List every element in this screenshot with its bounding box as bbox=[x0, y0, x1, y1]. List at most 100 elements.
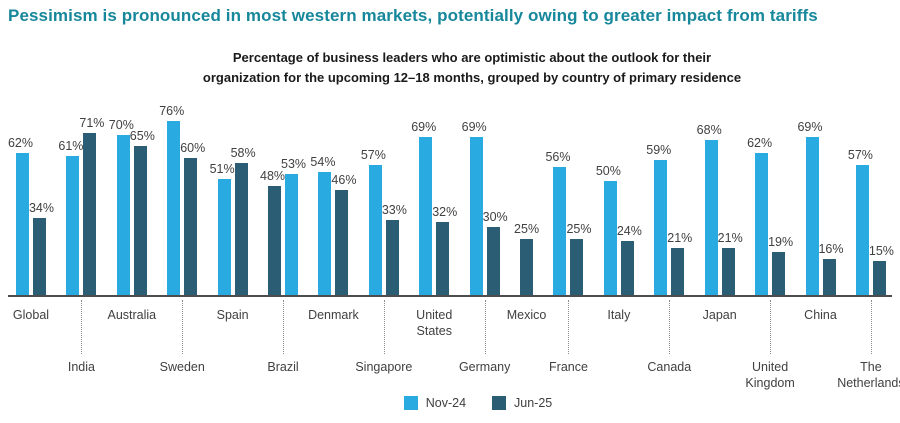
bar-brazil-jun-25 bbox=[268, 186, 282, 296]
chart-subtitle: Percentage of business leaders who are o… bbox=[202, 50, 742, 85]
barcol-spain-jun-25: 58% bbox=[231, 146, 256, 296]
bar-value-label: 33% bbox=[381, 203, 407, 217]
barcol-global-jun-25: 34% bbox=[29, 201, 54, 296]
bar-united-kingdom-jun-25 bbox=[772, 252, 786, 296]
bar-value-label: 50% bbox=[595, 164, 621, 178]
x-axis-label-canada: Canada bbox=[647, 360, 692, 374]
bar-value-label: 60% bbox=[180, 141, 206, 155]
country-group-mexico: 25% Mexico bbox=[507, 222, 547, 322]
bar-united-states-nov-24 bbox=[419, 137, 433, 296]
bars-global: 62% 34% bbox=[8, 136, 54, 296]
bars-spain: 51% 58% bbox=[210, 146, 256, 296]
bar-mexico-jun-25 bbox=[520, 239, 534, 296]
country-group-singapore: 57% 33% Singapore bbox=[355, 148, 412, 374]
country-group-global: 62% 34% Global bbox=[8, 136, 54, 322]
x-axis-label-singapore: Singapore bbox=[355, 360, 413, 374]
barcol-sweden-nov-24: 76% bbox=[159, 104, 184, 296]
x-axis-label-mexico: Mexico bbox=[506, 308, 547, 322]
bar-value-label: 46% bbox=[331, 173, 357, 187]
country-group-canada: 59% 21% Canada bbox=[646, 143, 692, 374]
bar-value-label: 21% bbox=[717, 231, 743, 245]
bar-japan-nov-24 bbox=[704, 140, 718, 296]
country-group-sweden: 76% 60% Sweden bbox=[159, 104, 205, 374]
barcol-brazil-nov-24: 53% bbox=[281, 157, 306, 296]
bar-singapore-nov-24 bbox=[368, 165, 382, 296]
legend-label-jun25: Jun-25 bbox=[514, 396, 553, 410]
barcol-mexico-jun-25: 25% bbox=[514, 222, 539, 296]
label-leader-line-singapore bbox=[383, 300, 385, 354]
bar-value-label: 19% bbox=[768, 235, 794, 249]
bar-value-label: 57% bbox=[847, 148, 873, 162]
bars-australia: 70% 65% bbox=[109, 118, 155, 296]
bars-india: 61% 71% bbox=[58, 116, 104, 296]
label-leader-line-brazil bbox=[283, 300, 285, 354]
page-title: Pessimism is pronounced in most western … bbox=[8, 6, 818, 25]
x-axis-label-sweden: Sweden bbox=[159, 360, 205, 374]
bar-italy-jun-25 bbox=[620, 241, 634, 296]
x-axis-label-united-states: United States bbox=[416, 308, 453, 338]
bar-spain-jun-25 bbox=[234, 163, 248, 296]
bar-value-label: 48% bbox=[260, 169, 286, 183]
country-group-germany: 69% 30% Germany bbox=[459, 120, 510, 374]
label-leader-line-germany bbox=[484, 300, 486, 354]
x-axis-label-denmark: Denmark bbox=[308, 308, 359, 322]
barcol-canada-jun-25: 21% bbox=[667, 231, 692, 296]
bar-united-kingdom-nov-24 bbox=[755, 153, 769, 296]
barcol-japan-jun-25: 21% bbox=[718, 231, 743, 296]
x-axis-line bbox=[8, 295, 892, 297]
bar-germany-jun-25 bbox=[486, 227, 500, 296]
x-axis-label-germany: Germany bbox=[458, 360, 511, 374]
country-group-brazil: 48% 53% Brazil bbox=[260, 157, 306, 374]
bar-value-label: 69% bbox=[411, 120, 437, 134]
bar-france-nov-24 bbox=[553, 167, 567, 296]
bar-value-label: 58% bbox=[230, 146, 256, 160]
country-group-india: 61% 71% India bbox=[58, 116, 104, 374]
bars-brazil: 48% 53% bbox=[260, 157, 306, 296]
barcol-brazil-jun-25: 48% bbox=[260, 169, 285, 296]
bar-singapore-jun-25 bbox=[385, 220, 399, 296]
bar-spain-nov-24 bbox=[217, 179, 231, 296]
bar-value-label: 70% bbox=[108, 118, 134, 132]
nov24-swatch-icon bbox=[403, 396, 418, 410]
barcol-spain-nov-24: 51% bbox=[210, 162, 235, 296]
bars-singapore: 57% 33% bbox=[361, 148, 407, 296]
bar-value-label: 62% bbox=[7, 136, 34, 150]
bar-italy-nov-24 bbox=[603, 181, 617, 296]
bar-global-nov-24 bbox=[16, 153, 29, 296]
bar-united-states-jun-25 bbox=[436, 222, 450, 296]
bar-france-jun-25 bbox=[570, 239, 584, 296]
bar-canada-jun-25 bbox=[671, 248, 685, 296]
bar-value-label: 76% bbox=[159, 104, 185, 118]
barcol-australia-jun-25: 65% bbox=[130, 129, 155, 296]
country-group-the-netherlands: 57% 15% The Netherlands bbox=[837, 148, 900, 390]
bars-canada: 59% 21% bbox=[646, 143, 692, 296]
bar-value-label: 25% bbox=[514, 222, 540, 236]
x-axis-label-china: China bbox=[804, 308, 837, 322]
bar-australia-nov-24 bbox=[116, 135, 130, 296]
legend-item-nov24: Nov-24 bbox=[403, 396, 467, 410]
barcol-united-states-jun-25: 32% bbox=[432, 205, 457, 296]
legend: Nov-24 Jun-25 bbox=[28, 396, 900, 410]
x-axis-label-global: Global bbox=[12, 308, 50, 322]
bar-value-label: 61% bbox=[58, 139, 84, 153]
legend-label-nov24: Nov-24 bbox=[425, 396, 467, 410]
bar-australia-jun-25 bbox=[133, 146, 147, 296]
bar-value-label: 32% bbox=[432, 205, 458, 219]
bar-groups: 62% 34% Global 61% 71% India 70% 65% Australia 76… bbox=[8, 101, 900, 390]
barcol-france-nov-24: 56% bbox=[545, 150, 570, 296]
bar-value-label: 62% bbox=[747, 136, 773, 150]
bar-value-label: 71% bbox=[79, 116, 105, 130]
barcol-global-nov-24: 62% bbox=[8, 136, 33, 296]
barcol-australia-nov-24: 70% bbox=[109, 118, 134, 296]
barcol-india-jun-25: 71% bbox=[79, 116, 104, 296]
country-group-united-states: 69% 32% United States bbox=[411, 120, 457, 338]
x-axis-label-spain: Spain bbox=[216, 308, 249, 322]
barcol-singapore-jun-25: 33% bbox=[382, 203, 407, 296]
bar-value-label: 25% bbox=[566, 222, 592, 236]
label-leader-line-india bbox=[81, 300, 83, 354]
barcol-the-netherlands-nov-24: 57% bbox=[848, 148, 873, 296]
label-leader-line-united-kingdom bbox=[770, 300, 772, 354]
bar-the-netherlands-jun-25 bbox=[872, 261, 886, 296]
bar-value-label: 53% bbox=[281, 157, 307, 171]
country-group-united-kingdom: 62% 19% United Kingdom bbox=[745, 136, 794, 390]
